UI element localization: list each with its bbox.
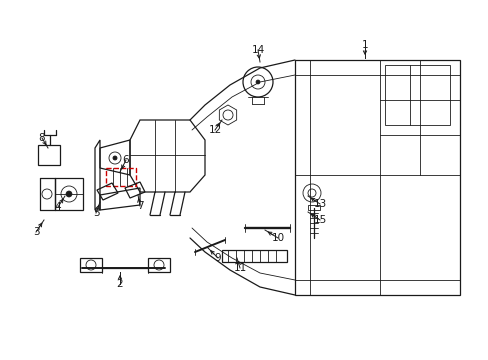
Bar [55, 178, 83, 210]
Bar [307, 205, 319, 210]
Text: 11: 11 [233, 263, 246, 273]
Text: 12: 12 [208, 125, 221, 135]
Text: 5: 5 [93, 208, 99, 218]
Text: 3: 3 [33, 227, 39, 237]
Circle shape [66, 191, 72, 197]
Text: 4: 4 [55, 202, 61, 212]
Text: 8: 8 [39, 133, 45, 143]
Text: 9: 9 [214, 253, 221, 263]
Text: 1: 1 [361, 40, 367, 50]
Text: 10: 10 [271, 233, 284, 243]
Circle shape [256, 80, 260, 84]
Circle shape [113, 156, 117, 160]
Text: 6: 6 [122, 155, 129, 165]
Text: 7: 7 [137, 201, 143, 211]
Bar [222, 250, 286, 262]
Text: 14: 14 [251, 45, 264, 55]
Bar [148, 258, 170, 272]
Text: 15: 15 [313, 215, 326, 225]
Bar [106, 168, 136, 186]
Text: 13: 13 [313, 199, 326, 209]
Bar [384, 65, 449, 125]
Bar [80, 258, 102, 272]
Text: 2: 2 [117, 279, 123, 289]
